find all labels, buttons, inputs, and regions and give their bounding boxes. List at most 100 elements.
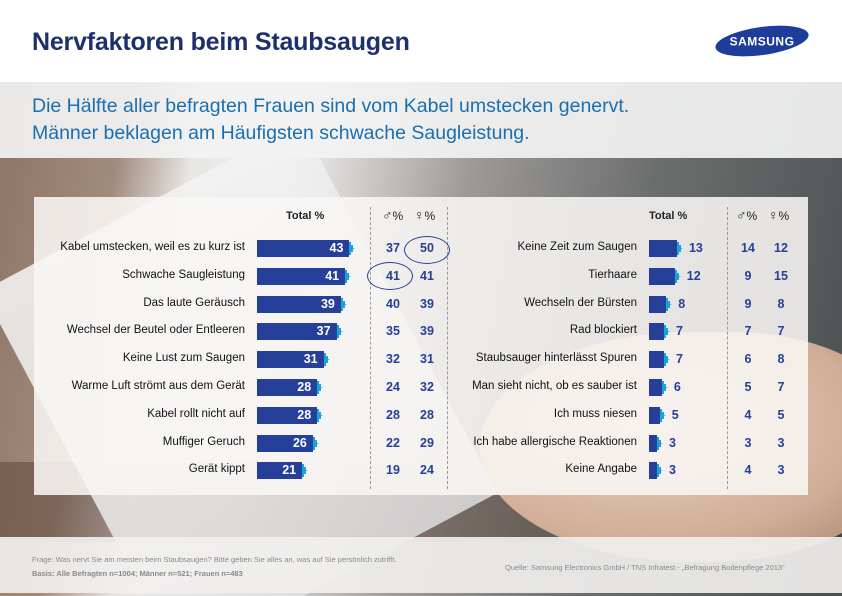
bar-total	[649, 295, 667, 313]
bar-total	[257, 462, 303, 480]
left-total-header: Total %	[286, 210, 325, 222]
right-row-label: Tierhaare	[588, 268, 637, 281]
bar-total	[257, 323, 337, 341]
female-value: 31	[420, 352, 434, 367]
bar-value-label: 28	[297, 380, 312, 394]
bar-tip	[345, 268, 352, 285]
footer-basis: Basis: Alle Befragten n=1004; Männer n=5…	[32, 569, 243, 578]
female-value: 29	[420, 435, 434, 450]
female-value: 8	[777, 352, 785, 367]
subtitle-band	[0, 82, 842, 158]
right-male-header: ♂%	[736, 207, 757, 223]
female-value: 32	[420, 380, 434, 394]
bar-tip	[349, 240, 356, 257]
female-value: 7	[777, 324, 785, 339]
male-percent-label: %	[746, 209, 758, 223]
bar-value-label: 43	[329, 241, 344, 255]
separator-middle	[447, 207, 448, 489]
title-bar: Nervfaktoren beim Staubsaugen SAMSUNG	[0, 0, 842, 82]
bar-tip	[664, 323, 671, 340]
subtitle-line-2: Männer beklagen am Häufigsten schwache S…	[32, 122, 530, 144]
bar-value-label: 7	[676, 324, 683, 339]
bar-total	[257, 240, 350, 257]
bar-tip	[659, 407, 666, 424]
bar-tip	[312, 435, 319, 452]
female-value: 28	[420, 407, 434, 422]
bar-value-label: 8	[678, 296, 686, 311]
female-value: 3	[777, 463, 785, 478]
bar-value-label: 5	[671, 407, 679, 422]
male-value: 9	[744, 296, 752, 311]
bar-total	[649, 434, 657, 452]
male-value: 28	[386, 407, 400, 422]
bar-value-label: 41	[325, 268, 340, 283]
right-row-label: Keine Angabe	[565, 463, 637, 476]
female-value: 39	[420, 324, 434, 339]
bar-tip	[657, 462, 663, 479]
left-row-label: Muffiger Geruch	[162, 435, 245, 448]
bar-total	[257, 434, 313, 452]
left-row-label: Kabel umstecken, weil es zu kurz ist	[60, 241, 245, 253]
bar-total	[257, 267, 346, 285]
male-value: 7	[744, 324, 752, 339]
left-row-label: Das laute Geräusch	[143, 296, 245, 309]
right-row-label: Ich habe allergische Reaktionen	[473, 435, 637, 448]
bar-value-label: 37	[316, 324, 331, 339]
separator-left-gender	[370, 207, 371, 489]
female-value: 7	[777, 380, 785, 394]
left-row-label: Kabel rollt nicht auf	[147, 407, 245, 420]
bar-total	[649, 351, 665, 369]
footer-source: Quelle: Samsung Electronics GmbH / TNS I…	[505, 563, 785, 572]
bar-tip	[674, 268, 681, 285]
right-row-label: Ich muss niesen	[553, 407, 637, 420]
bar-value-label: 7	[676, 352, 683, 367]
bar-tip	[666, 296, 673, 313]
bar-total	[649, 240, 677, 257]
bar-value-label: 39	[320, 296, 335, 311]
male-value: 4	[744, 463, 752, 478]
highlight-circle-female-50	[404, 236, 450, 264]
bar-tip	[664, 351, 671, 368]
female-value: 15	[774, 268, 788, 283]
male-value: 19	[386, 463, 400, 478]
left-row-label: Keine Lust zum Saugen	[122, 352, 245, 365]
female-value: 41	[420, 268, 434, 283]
female-value: 39	[420, 296, 434, 311]
bar-tip	[317, 407, 324, 424]
right-row-label: Rad blockiert	[569, 324, 637, 337]
female-percent-label: %	[778, 209, 790, 223]
male-value: 3	[744, 435, 752, 450]
male-value: 5	[744, 380, 752, 394]
male-value: 32	[386, 352, 400, 367]
separator-right-gender	[727, 207, 728, 489]
bar-total	[649, 379, 662, 396]
right-row-label: Wechseln der Bürsten	[524, 296, 637, 309]
bar-value-label: 6	[673, 380, 681, 394]
footer-question: Frage: Was nervt Sie am meisten beim Sta…	[32, 555, 397, 564]
male-value: 4	[744, 407, 752, 422]
right-row-label: Man sieht nicht, ob es sauber ist	[472, 380, 637, 392]
male-icon: ♂	[736, 207, 747, 223]
bar-total	[257, 351, 324, 369]
male-value: 35	[386, 324, 400, 339]
bar-total	[257, 295, 341, 313]
bar-tip	[302, 462, 309, 479]
male-value: 9	[744, 268, 752, 283]
bar-tip	[657, 435, 663, 452]
left-row-label: Wechsel der Beutel oder Entleeren	[66, 324, 245, 337]
right-row-label: Staubsauger hinterlässt Spuren	[475, 352, 637, 365]
right-female-header: ♀%	[768, 207, 789, 223]
bar-value-label: 28	[297, 407, 312, 422]
female-value: 8	[777, 296, 785, 311]
samsung-logo: SAMSUNG	[715, 25, 809, 57]
female-icon: ♀	[414, 207, 425, 223]
bar-total	[649, 406, 660, 424]
bar-value-label: 21	[282, 463, 297, 478]
bar-total	[649, 267, 675, 285]
female-value: 24	[420, 463, 434, 478]
bar-total	[649, 462, 657, 480]
footer-band	[0, 537, 842, 593]
left-row-label: Gerät kippt	[188, 463, 245, 476]
female-value: 3	[777, 435, 785, 450]
male-value: 6	[744, 352, 752, 367]
